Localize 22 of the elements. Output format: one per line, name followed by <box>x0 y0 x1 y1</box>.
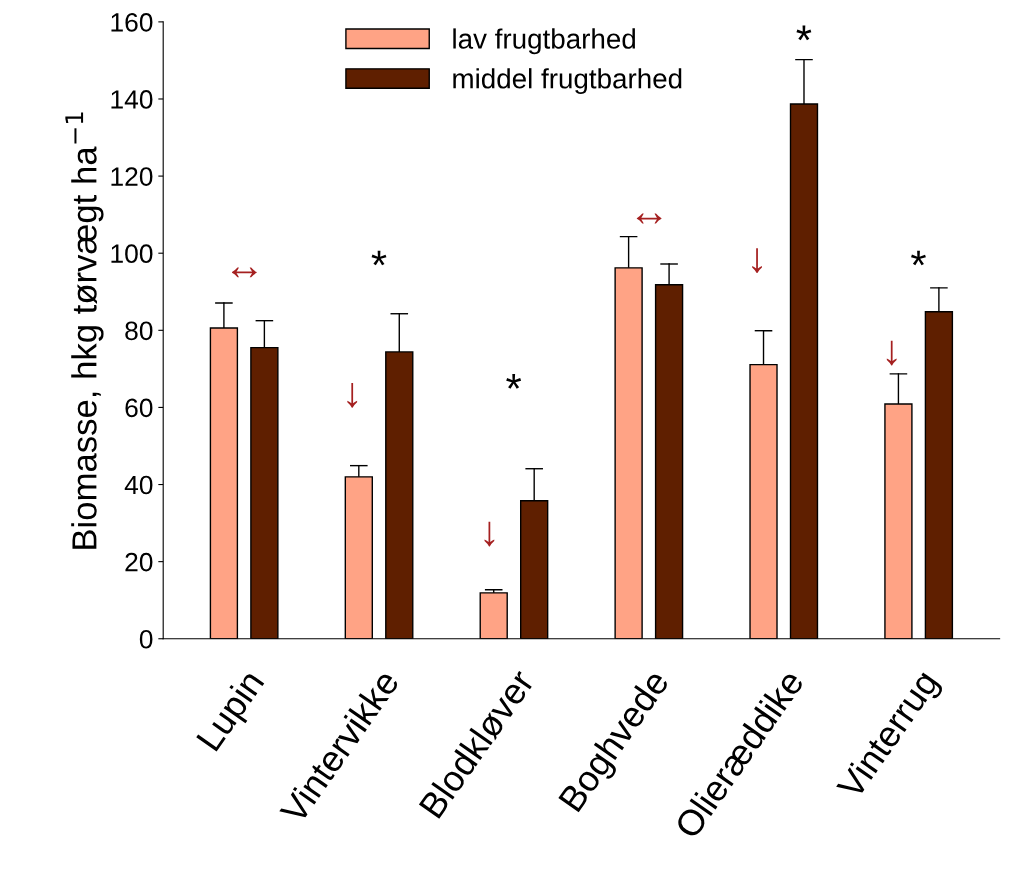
y-tick-label: 80 <box>125 321 153 341</box>
annotation: ↓ <box>886 340 897 366</box>
legend-label: lav frugtbarhed <box>453 28 635 55</box>
annotation: * <box>796 25 812 41</box>
annotation: ↓ <box>347 383 358 408</box>
annotation: * <box>371 250 387 266</box>
y-tick-label: 120 <box>111 167 153 186</box>
annotation: ↓ <box>484 521 495 547</box>
legend-label: middel frugtbarhed <box>453 68 682 95</box>
y-tick-label: 60 <box>125 398 153 418</box>
annotation: * <box>911 250 926 266</box>
y-tick-label: 0 <box>139 629 153 649</box>
y-tick-label: 20 <box>125 552 153 572</box>
y-tick-label: 140 <box>111 90 153 109</box>
annotation: ↔ <box>232 267 257 278</box>
y-tick-label: 160 <box>111 13 153 32</box>
y-axis-title: Biomasse, hkg tørvægt ha$^{−1}$ <box>65 112 104 549</box>
annotation: ↔ <box>636 213 662 224</box>
y-tick-label: 40 <box>124 475 153 495</box>
annotation: * <box>506 374 522 389</box>
y-tick-label: 100 <box>111 244 153 264</box>
annotation: ↓ <box>752 248 762 273</box>
